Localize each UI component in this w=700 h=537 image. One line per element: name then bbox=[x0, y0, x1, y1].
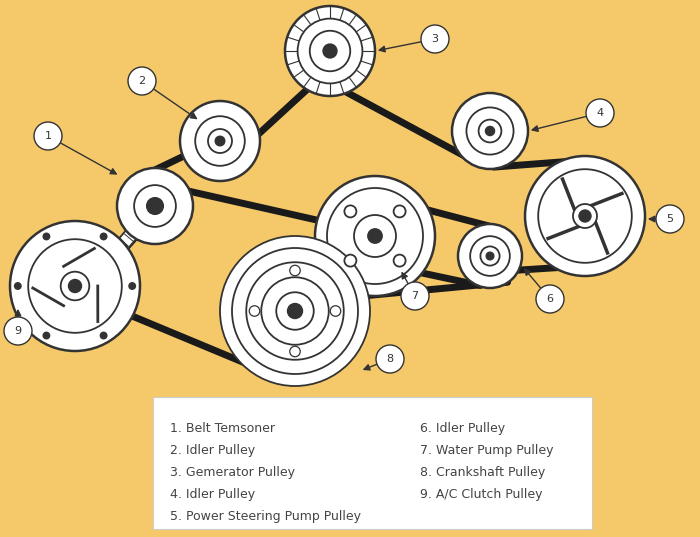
Circle shape bbox=[393, 255, 405, 266]
Circle shape bbox=[128, 67, 156, 95]
Circle shape bbox=[344, 205, 356, 217]
Circle shape bbox=[10, 221, 140, 351]
Circle shape bbox=[61, 272, 90, 300]
Circle shape bbox=[215, 136, 225, 146]
Circle shape bbox=[466, 107, 514, 155]
Text: 5. Power Steering Pump Pulley: 5. Power Steering Pump Pulley bbox=[170, 510, 361, 523]
Text: 9. A/C Clutch Pulley: 9. A/C Clutch Pulley bbox=[420, 488, 542, 501]
Circle shape bbox=[458, 224, 522, 288]
Text: 8. Crankshaft Pulley: 8. Crankshaft Pulley bbox=[420, 466, 545, 479]
Text: 3. Gemerator Pulley: 3. Gemerator Pulley bbox=[170, 466, 295, 479]
Text: 1. Belt Temsoner: 1. Belt Temsoner bbox=[170, 422, 275, 435]
Circle shape bbox=[323, 44, 337, 58]
Circle shape bbox=[134, 185, 176, 227]
Circle shape bbox=[43, 233, 50, 240]
Circle shape bbox=[246, 262, 344, 360]
Text: 8: 8 bbox=[386, 354, 393, 364]
Circle shape bbox=[656, 205, 684, 233]
Text: 2: 2 bbox=[139, 76, 146, 86]
Circle shape bbox=[34, 122, 62, 150]
Circle shape bbox=[480, 246, 500, 266]
Text: 7: 7 bbox=[412, 291, 419, 301]
Circle shape bbox=[452, 93, 528, 169]
Circle shape bbox=[290, 346, 300, 357]
Circle shape bbox=[354, 215, 396, 257]
Circle shape bbox=[285, 6, 375, 96]
Circle shape bbox=[344, 255, 356, 266]
Circle shape bbox=[309, 31, 350, 71]
Circle shape bbox=[573, 204, 597, 228]
Circle shape bbox=[525, 156, 645, 276]
Circle shape bbox=[4, 317, 32, 345]
Circle shape bbox=[43, 332, 50, 339]
Circle shape bbox=[220, 236, 370, 386]
Text: 3: 3 bbox=[431, 34, 438, 44]
Circle shape bbox=[195, 116, 245, 166]
Circle shape bbox=[288, 303, 302, 318]
Text: 4: 4 bbox=[596, 108, 603, 118]
Circle shape bbox=[393, 205, 405, 217]
Circle shape bbox=[117, 168, 193, 244]
Circle shape bbox=[69, 279, 81, 293]
Circle shape bbox=[315, 176, 435, 296]
Circle shape bbox=[298, 19, 363, 83]
Text: 6. Idler Pulley: 6. Idler Pulley bbox=[420, 422, 505, 435]
Circle shape bbox=[421, 25, 449, 53]
FancyBboxPatch shape bbox=[153, 397, 592, 529]
Text: 9: 9 bbox=[15, 326, 22, 336]
Text: 1: 1 bbox=[45, 131, 52, 141]
Circle shape bbox=[479, 120, 501, 142]
Circle shape bbox=[276, 292, 314, 330]
Circle shape bbox=[485, 126, 495, 135]
Circle shape bbox=[249, 306, 260, 316]
Circle shape bbox=[327, 188, 423, 284]
Circle shape bbox=[261, 277, 329, 345]
Text: 7. Water Pump Pulley: 7. Water Pump Pulley bbox=[420, 444, 554, 457]
Polygon shape bbox=[106, 202, 160, 263]
Circle shape bbox=[330, 306, 341, 316]
Circle shape bbox=[579, 210, 591, 222]
Text: 4. Idler Pulley: 4. Idler Pulley bbox=[170, 488, 255, 501]
Circle shape bbox=[100, 332, 107, 339]
Circle shape bbox=[376, 345, 404, 373]
Circle shape bbox=[536, 285, 564, 313]
Circle shape bbox=[15, 283, 21, 289]
Circle shape bbox=[290, 265, 300, 276]
Circle shape bbox=[486, 252, 493, 260]
Circle shape bbox=[180, 101, 260, 181]
Circle shape bbox=[100, 233, 107, 240]
Circle shape bbox=[208, 129, 232, 153]
Text: 5: 5 bbox=[666, 214, 673, 224]
Text: 2. Idler Pulley: 2. Idler Pulley bbox=[170, 444, 255, 457]
Circle shape bbox=[232, 248, 358, 374]
Circle shape bbox=[28, 239, 122, 333]
Circle shape bbox=[538, 169, 632, 263]
Circle shape bbox=[146, 198, 163, 214]
Circle shape bbox=[470, 236, 510, 276]
Circle shape bbox=[129, 283, 135, 289]
Text: 6: 6 bbox=[547, 294, 554, 304]
Circle shape bbox=[586, 99, 614, 127]
Circle shape bbox=[368, 229, 382, 243]
Circle shape bbox=[401, 282, 429, 310]
